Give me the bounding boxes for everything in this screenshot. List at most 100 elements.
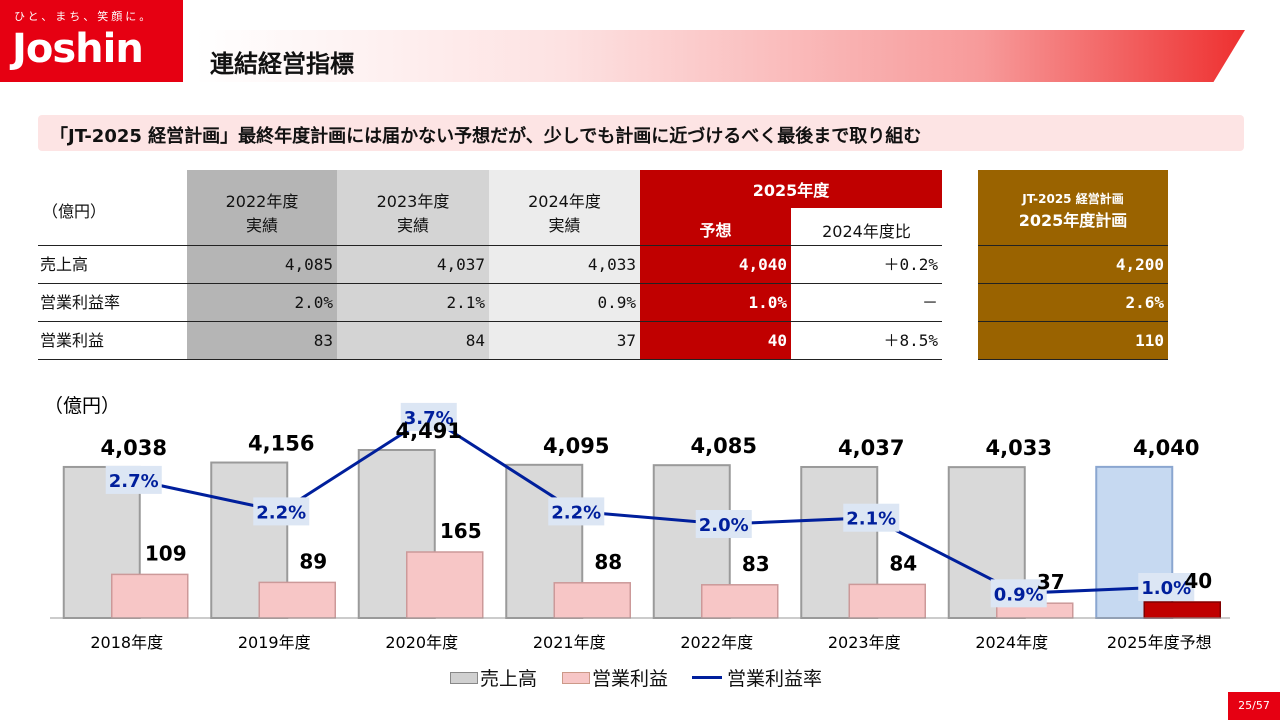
plan-row-rule xyxy=(978,359,1168,360)
margin-label-box xyxy=(548,497,605,526)
margin-value-label: 2.2% xyxy=(256,502,306,523)
cell-plan: 4,200 xyxy=(1115,255,1164,274)
row-label: 営業利益 xyxy=(40,331,105,350)
sales-value-label: 4,095 xyxy=(543,434,609,458)
cell-forecast: 4,040 xyxy=(738,255,787,274)
cell-forecast: 1.0% xyxy=(748,293,787,312)
col-bg-plan xyxy=(978,170,1168,359)
table-top-rule xyxy=(38,245,942,246)
header-2025: 2025年度 xyxy=(752,181,830,200)
margin-label-box xyxy=(105,465,162,494)
header-plan-name: JT-2025 経営計画 xyxy=(1022,192,1124,206)
category-label: 2020年度 xyxy=(385,633,458,652)
header-vs2024: 2024年度比 xyxy=(822,222,911,241)
margin-label-box xyxy=(253,497,310,526)
cell-vs2024: － xyxy=(921,293,938,312)
category-label: 2018年度 xyxy=(90,633,163,652)
profit-bar xyxy=(258,581,336,619)
profit-value-label: 165 xyxy=(440,519,482,543)
margin-value-label: 2.2% xyxy=(551,502,601,523)
sales-value-label: 4,033 xyxy=(986,436,1052,460)
cell-y2023: 4,037 xyxy=(436,255,485,274)
plan-top-rule xyxy=(978,245,1168,246)
sales-value-label: 4,085 xyxy=(691,434,757,458)
summary-text: 「JT-2025 経営計画」最終年度計画には届かない予想だが、少しでも計画に近づ… xyxy=(50,126,922,147)
margin-value-label: 3.7% xyxy=(404,408,454,429)
cell-y2022: 83 xyxy=(313,331,333,350)
sales-value-label: 4,038 xyxy=(101,436,167,460)
row-label: 営業利益率 xyxy=(40,293,121,312)
profit-bar xyxy=(111,573,189,619)
cell-plan: 110 xyxy=(1135,331,1164,350)
profit-value-label: 109 xyxy=(145,541,187,565)
header-plan: JT-2025 経営計画 2025年度計画 xyxy=(978,190,1168,231)
header-2024-type: 実績 xyxy=(548,216,581,235)
header-2024-year: 2024年度 xyxy=(528,192,601,211)
legend-margin: 営業利益率 xyxy=(727,668,823,690)
row-rule xyxy=(38,321,942,322)
sales-value-label: 4,037 xyxy=(838,436,904,460)
profit-value-label: 89 xyxy=(299,549,327,573)
row-rule xyxy=(38,359,942,360)
cell-y2024: 4,033 xyxy=(587,255,636,274)
header-plan-year: 2025年度計画 xyxy=(1018,211,1128,230)
plan-row-rule xyxy=(978,283,1168,284)
chart-labels: 2018年度 4,038 109 2019年度 4,156 89 2020年度 4,491 16… xyxy=(90,419,1212,652)
header-2023-year: 2023年度 xyxy=(376,192,450,211)
category-label: 2019年度 xyxy=(238,633,311,652)
col-bg-2024 xyxy=(489,170,640,359)
margin-value-label: 1.0% xyxy=(1141,578,1191,599)
col-bg-2022 xyxy=(187,170,337,359)
header-2023-type: 実績 xyxy=(396,216,429,235)
margin-value-label: 0.9% xyxy=(994,584,1044,605)
sales-value-label: 4,491 xyxy=(396,419,462,443)
sales-profit-chart: （億円） 2.7% 2.2% 3.7% 2.2% 2.0% 2.1% 0.9% 1.0% 20… xyxy=(44,395,1230,652)
sales-value-label: 4,040 xyxy=(1133,436,1199,460)
profit-value-label: 40 xyxy=(1184,569,1212,593)
cell-y2024: 37 xyxy=(616,331,636,350)
page-title: 連結経営指標 xyxy=(210,50,354,78)
margin-value-label: 2.7% xyxy=(109,471,159,492)
legend-swatch-margin xyxy=(692,676,722,679)
profit-bar xyxy=(848,583,926,619)
row-rule xyxy=(38,283,942,284)
category-label: 2021年度 xyxy=(533,633,606,652)
table-unit: （億円） xyxy=(42,202,107,221)
margin-label-box xyxy=(695,510,752,538)
chart-margin-line: 2.7% 2.2% 3.7% 2.2% 2.0% 2.1% 0.9% 1.0% xyxy=(105,402,1195,608)
legend-sales: 売上高 xyxy=(480,668,538,690)
profit-value-label: 83 xyxy=(742,552,770,576)
sales-value-label: 4,156 xyxy=(248,432,314,456)
header-2024: 2024年度 実績 xyxy=(489,188,640,236)
profit-value-label: 88 xyxy=(594,550,622,574)
profit-bar xyxy=(701,584,779,619)
margin-label-box xyxy=(1138,573,1195,601)
header-2022-type: 実績 xyxy=(245,216,278,235)
cell-y2023: 2.1% xyxy=(446,293,485,312)
cell-y2022: 2.0% xyxy=(294,293,333,312)
header-2022-year: 2022年度 xyxy=(225,192,299,211)
profit-value-label: 84 xyxy=(889,551,917,575)
margin-value-label: 2.1% xyxy=(846,509,896,530)
chart-unit-label: （億円） xyxy=(44,395,120,417)
category-label: 2025年度予想 xyxy=(1107,633,1212,652)
cell-plan: 2.6% xyxy=(1125,293,1164,312)
sales-bar xyxy=(947,466,1026,619)
page-number: 25/57 xyxy=(1228,692,1280,720)
margin-label-box xyxy=(843,503,900,532)
row-label: 売上高 xyxy=(40,255,89,274)
cell-vs2024: ＋0.2% xyxy=(883,255,938,274)
cell-vs2024: ＋8.5% xyxy=(883,331,938,350)
legend-profit: 営業利益 xyxy=(592,668,669,690)
header-2022: 2022年度 実績 xyxy=(187,188,337,236)
profit-bar xyxy=(553,582,631,619)
category-label: 2022年度 xyxy=(680,633,753,652)
cell-y2023: 84 xyxy=(465,331,485,350)
margin-value-label: 2.0% xyxy=(699,515,749,536)
title-bar xyxy=(195,30,1245,82)
summary-banner: 「JT-2025 経営計画」最終年度計画には届かない予想だが、少しでも計画に近づ… xyxy=(38,115,1244,151)
margin-label-box xyxy=(400,402,457,431)
profit-value-label: 37 xyxy=(1037,570,1065,594)
cell-y2024: 0.9% xyxy=(597,293,636,312)
head-bg-2025 xyxy=(640,170,942,208)
